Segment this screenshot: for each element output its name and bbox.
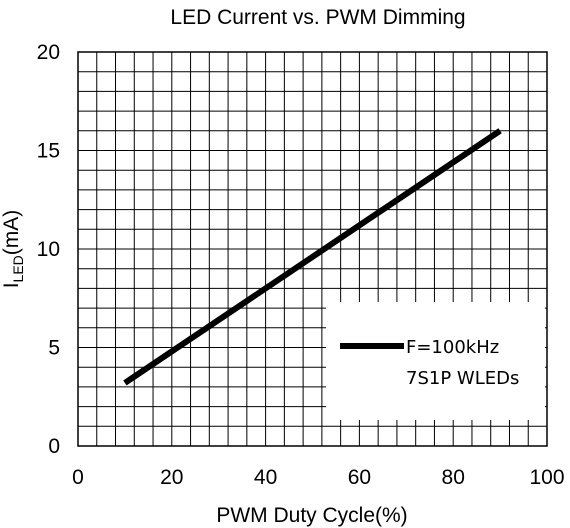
y-axis-label-main: I: [0, 282, 23, 288]
y-axis-label-unit: (mA): [0, 210, 23, 256]
series-line: [123, 128, 502, 386]
series-group: [123, 128, 502, 386]
x-tick-label: 0: [72, 466, 84, 489]
legend-series-note: 7S1P WLEDs: [406, 368, 519, 389]
y-axis-label-sub: LED: [10, 255, 26, 282]
legend: F=100kHz 7S1P WLEDs: [326, 302, 545, 420]
y-axis-label: ILED(mA): [0, 210, 26, 289]
x-tick-labels: 0 20 40 60 80 100: [72, 466, 564, 489]
y-tick-label: 0: [48, 435, 60, 458]
y-tick-label: 10: [37, 238, 60, 261]
y-tick-labels: 0 5 10 15 20: [37, 41, 60, 458]
x-tick-label: 40: [254, 466, 277, 489]
x-tick-label: 60: [348, 466, 371, 489]
legend-box: [326, 302, 545, 420]
y-tick-label: 5: [48, 337, 60, 360]
y-tick-label: 20: [37, 41, 60, 64]
x-tick-label: 80: [442, 466, 465, 489]
x-tick-label: 20: [160, 466, 183, 489]
x-tick-label: 100: [529, 466, 564, 489]
plot-area: [77, 51, 548, 447]
y-tick-label: 15: [37, 140, 60, 163]
x-axis-label: PWM Duty Cycle(%): [216, 504, 407, 527]
legend-series-name: F=100kHz: [406, 337, 499, 358]
chart-title: LED Current vs. PWM Dimming: [170, 6, 465, 29]
